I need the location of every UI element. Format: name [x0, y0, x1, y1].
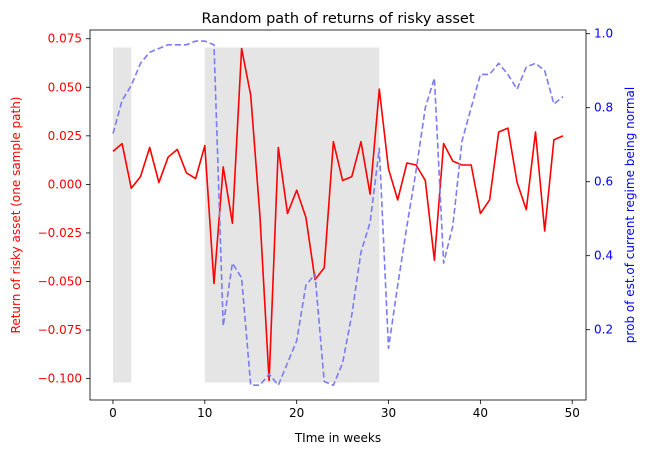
x-tick-label: 30: [381, 406, 396, 420]
left-tick-label: −0.025: [38, 226, 82, 240]
right-axis-ticks: 0.2 0.4 0.6 0.8 1.0: [586, 27, 613, 337]
right-tick-label: 0.8: [594, 101, 613, 115]
right-tick-label: 0.6: [594, 175, 613, 189]
right-tick-label: 0.2: [594, 323, 613, 337]
left-tick-label: 0.050: [48, 80, 82, 94]
right-tick-label: 0.4: [594, 249, 613, 263]
x-tick-label: 50: [565, 406, 580, 420]
x-tick-label: 40: [473, 406, 488, 420]
left-tick-label: −0.050: [38, 275, 82, 289]
left-tick-label: 0.025: [48, 129, 82, 143]
plot-area: [112, 40, 564, 387]
left-tick-label: 0.000: [48, 177, 82, 191]
x-axis-ticks: 0 10 20 30 40 50: [109, 400, 580, 420]
probability-series-line: [112, 40, 564, 387]
x-tick-label: 0: [109, 406, 117, 420]
x-tick-label: 20: [289, 406, 304, 420]
left-tick-label: 0.075: [48, 32, 82, 46]
plot-frame: [89, 29, 587, 401]
right-tick-label: 1.0: [594, 27, 613, 41]
right-y-axis-label: prob of est.of current regime being norm…: [623, 87, 637, 343]
left-tick-label: −0.100: [38, 372, 82, 386]
chart-title: Random path of returns of risky asset: [201, 11, 474, 27]
left-y-axis-label: Return of risky asset (one sample path): [9, 97, 23, 334]
x-axis-label: TIme in weeks: [294, 431, 381, 445]
left-axis-ticks: −0.100 −0.075 −0.050 −0.025 0.000 0.025 0.050 0…: [38, 32, 90, 386]
x-tick-label: 10: [197, 406, 212, 420]
shaded-region-0: [112, 47, 132, 383]
returns-series-line: [112, 47, 564, 382]
left-tick-label: −0.075: [38, 323, 82, 337]
